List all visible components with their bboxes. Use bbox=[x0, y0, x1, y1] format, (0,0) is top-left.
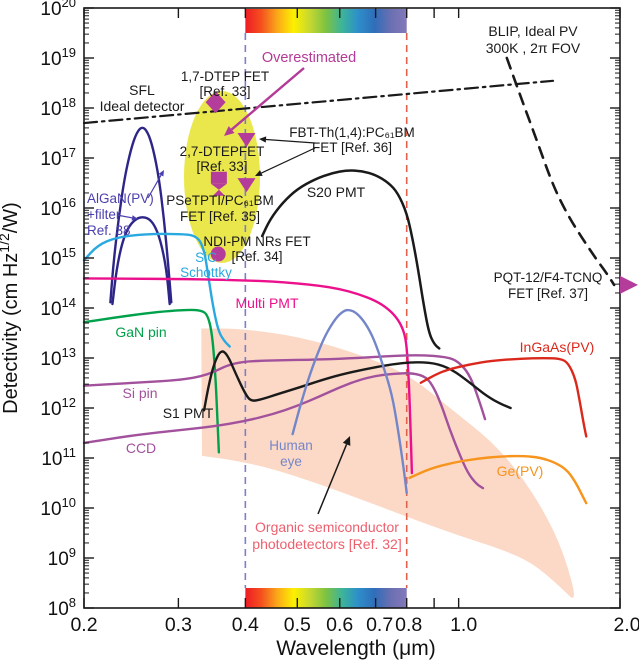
pqt-marker bbox=[620, 275, 638, 294]
algan-arrow bbox=[147, 174, 162, 199]
multi-pmt-label: Multi PMT bbox=[236, 295, 299, 311]
x-tick-label: 0.3 bbox=[165, 614, 192, 636]
y-axis-title: Detectivity (cm Hz1/2/W) bbox=[0, 202, 22, 414]
y-tick-label: 1012 bbox=[40, 395, 76, 420]
sic-label: SiC bbox=[195, 250, 217, 265]
x-tick-label: 0.8 bbox=[395, 614, 422, 636]
overestimated-arrow-head bbox=[224, 126, 235, 136]
dtep27-marker bbox=[210, 183, 227, 190]
x-tick-label: 2.0 bbox=[613, 614, 639, 636]
y-tick-label: 1016 bbox=[40, 195, 76, 220]
s20-pmt-curve bbox=[260, 169, 441, 350]
algan-pv-filter-2-curve bbox=[111, 216, 171, 306]
blip-label: 300K , 2π FOV bbox=[486, 40, 581, 56]
y-tick-label: 1017 bbox=[40, 145, 76, 170]
y-tick-label: 1019 bbox=[40, 45, 76, 70]
x-axis-title: Wavelength (μm) bbox=[276, 637, 436, 660]
y-tick-label: 1020 bbox=[40, 0, 76, 20]
ge-pv-curve bbox=[408, 454, 588, 505]
s1-pmt-curve bbox=[202, 350, 512, 412]
ccd-curve bbox=[82, 372, 485, 490]
organic-label: photodetectors [Ref. 32] bbox=[252, 536, 401, 552]
s1-pmt-label: S1 PMT bbox=[163, 405, 214, 421]
y-tick-label: 1011 bbox=[41, 445, 76, 470]
x-tick-label: 0.6 bbox=[326, 614, 353, 636]
organic-label: Organic semiconductor bbox=[255, 519, 399, 535]
psetpti-label: FET [Ref. 35] bbox=[180, 209, 260, 224]
dtep17-label: [Ref. 33] bbox=[199, 84, 250, 99]
fbt-marker-upper bbox=[237, 132, 256, 147]
filter-arrow bbox=[116, 214, 133, 219]
y-tick-label: 1013 bbox=[40, 345, 76, 370]
overestimated-label: Overestimated bbox=[262, 50, 356, 66]
algan-arrow-head bbox=[158, 170, 164, 177]
x-tick-label: 0.5 bbox=[284, 614, 311, 636]
organic-photodetectors-region bbox=[201, 328, 574, 598]
sfl-label: SFL bbox=[129, 82, 155, 98]
organic-arrow bbox=[317, 444, 348, 515]
fbt-label: FET [Ref. 36] bbox=[312, 140, 392, 155]
dtep27-label: [Ref. 33] bbox=[196, 159, 247, 174]
filter-arrow-head bbox=[131, 215, 138, 221]
si-pin-curve bbox=[82, 354, 487, 421]
dtep17-marker bbox=[205, 91, 226, 114]
x-tick-label: 0.4 bbox=[232, 614, 259, 636]
algan-label: AlGaN(PV) bbox=[87, 191, 154, 206]
x-tick-label: 0.7 bbox=[366, 614, 393, 636]
visible-spectrum-bar-top bbox=[245, 9, 407, 33]
gan-pin-label: GaN pin bbox=[115, 324, 166, 340]
fbt-arrow-upper-head bbox=[259, 136, 267, 143]
ingaas-label: InGaAs(PV) bbox=[520, 339, 595, 355]
dtep27-label: 2,7-DTEPFET bbox=[180, 144, 265, 159]
ccd-label: CCD bbox=[126, 440, 156, 456]
overestimated-arrow bbox=[230, 67, 305, 131]
ge-label: Ge(PV) bbox=[497, 463, 544, 479]
ingaas-pv-curve bbox=[419, 356, 588, 438]
gan-pin-curve bbox=[82, 308, 221, 454]
pqt-label: FET [Ref. 37] bbox=[508, 286, 588, 301]
algan-pv-filter-curve bbox=[109, 126, 173, 304]
x-tick-label: 0.2 bbox=[70, 614, 97, 636]
visible-spectrum-bar-bottom bbox=[245, 588, 407, 608]
dtep17-label: 1,7-DTEP FET bbox=[181, 69, 269, 84]
organic-arrow-head bbox=[342, 436, 351, 446]
fbt-arrow-lower-head bbox=[255, 170, 263, 176]
pqt-label: PQT-12/F4-TCNQ bbox=[494, 270, 603, 285]
y-tick-label: 1014 bbox=[40, 295, 76, 320]
blip-label: BLIP, Ideal PV bbox=[488, 23, 578, 39]
x-tick-label: 1.0 bbox=[450, 614, 477, 636]
human-eye-label: Human bbox=[269, 438, 313, 453]
y-tick-label: 109 bbox=[48, 545, 76, 570]
algan-label: +filter bbox=[87, 207, 121, 222]
sfl-ideal-detector-curve bbox=[82, 79, 555, 125]
fbt-arrow-lower bbox=[261, 147, 316, 174]
fbt-arrow-upper bbox=[265, 138, 316, 144]
blip-ideal-pv-curve bbox=[505, 56, 616, 287]
algan-label: Ref. 38 bbox=[87, 223, 131, 238]
fbt-marker-lower bbox=[237, 178, 256, 193]
y-tick-label: 108 bbox=[48, 595, 76, 620]
dtep27-marker bbox=[212, 189, 225, 196]
sfl-label: Ideal detector bbox=[100, 98, 185, 114]
y-tick-label: 1018 bbox=[40, 95, 76, 120]
dtep27-marker bbox=[210, 171, 227, 184]
multi-pmt-curve bbox=[82, 277, 414, 475]
sic-schottky-curve bbox=[82, 232, 231, 348]
psetpti-label: PSeTPTI/PC₆₁BM bbox=[166, 193, 274, 208]
ndi-label: NDI-PM NRs FET bbox=[203, 234, 310, 249]
si-pin-label: Si pin bbox=[122, 385, 157, 401]
ndi-marker bbox=[210, 246, 226, 262]
fbt-label: FBT-Th(1,4):PC₆₁BM bbox=[289, 125, 415, 140]
ndi-label: [Ref. 34] bbox=[231, 249, 282, 264]
human-eye-curve bbox=[291, 308, 408, 495]
y-tick-label: 1010 bbox=[40, 495, 76, 520]
sic-label: Schottky bbox=[180, 265, 232, 280]
y-tick-label: 1015 bbox=[40, 245, 76, 270]
s20-label: S20 PMT bbox=[307, 184, 366, 200]
human-eye-label: eye bbox=[280, 454, 302, 469]
